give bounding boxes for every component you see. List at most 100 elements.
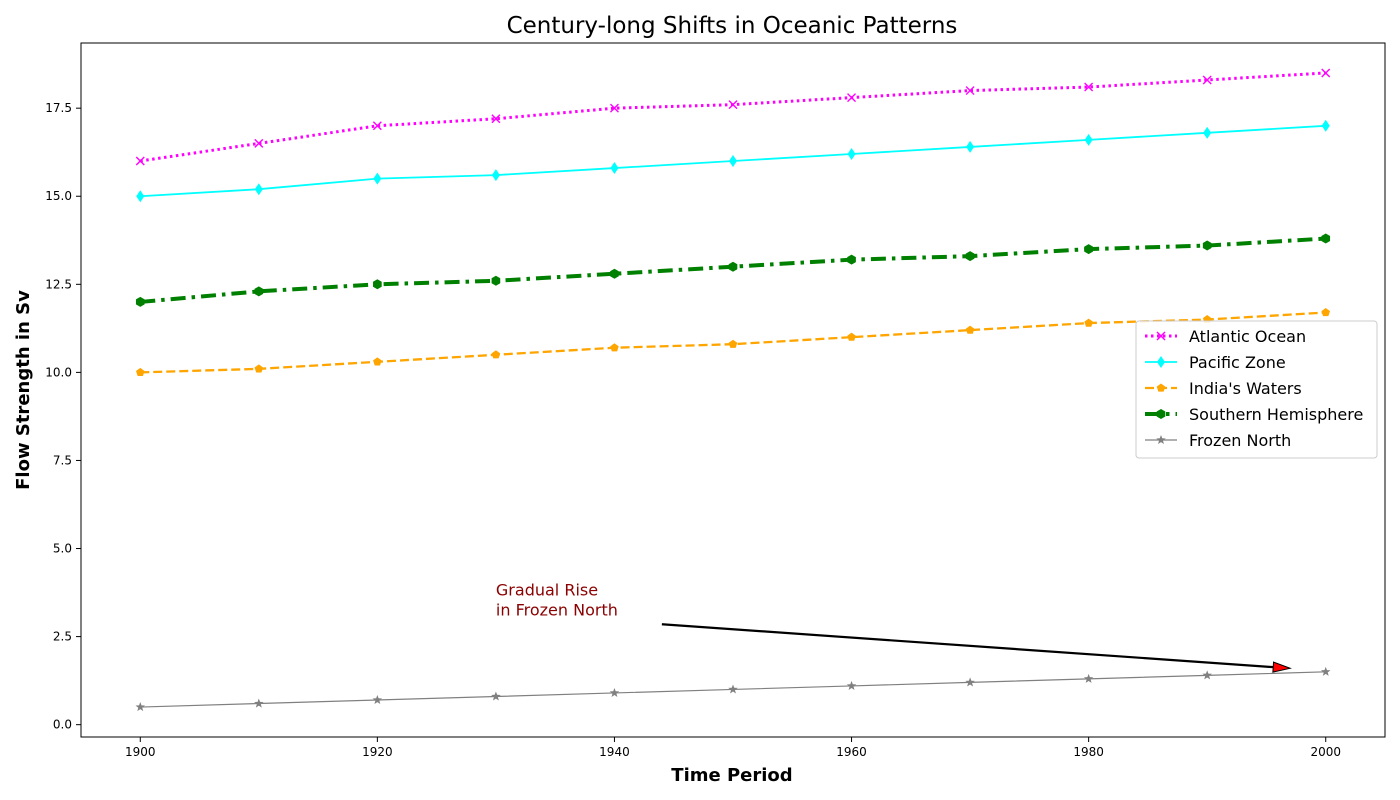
y-tick-label: 7.5 — [53, 453, 72, 467]
legend-label: Southern Hemisphere — [1189, 405, 1363, 424]
data-point — [847, 147, 856, 160]
annotation-line-2: in Frozen North — [496, 600, 618, 619]
legend: Atlantic Ocean Pacific Zone India's Waters… — [1135, 320, 1378, 459]
legend-item: Southern Hemisphere — [1145, 405, 1363, 424]
data-point — [136, 190, 145, 203]
legend-label: Frozen North — [1189, 431, 1291, 450]
annotation-arrow-head — [1272, 661, 1292, 673]
legend-label: Atlantic Ocean — [1189, 327, 1306, 346]
data-point — [1320, 666, 1331, 676]
data-point — [1321, 68, 1331, 78]
data-point — [728, 100, 738, 110]
data-point — [847, 332, 856, 341]
legend-label: Pacific Zone — [1189, 353, 1286, 372]
legend-marker — [1156, 331, 1166, 341]
data-point — [1203, 126, 1212, 139]
legend-marker — [1156, 435, 1166, 445]
y-tick-label: 0.0 — [53, 718, 72, 732]
y-tick-label: 5.0 — [53, 542, 72, 556]
data-point — [610, 268, 619, 279]
data-point — [254, 698, 264, 708]
x-tick-label: 1920 — [362, 745, 393, 759]
data-point — [609, 687, 620, 698]
data-point — [372, 695, 383, 705]
legend-marker — [1156, 383, 1166, 392]
annotation: Gradual Rise in Frozen North — [496, 580, 1292, 673]
data-point — [135, 156, 145, 166]
series-frozen-north — [135, 666, 1331, 712]
data-point — [728, 339, 738, 348]
series-layer — [135, 68, 1331, 712]
data-point — [254, 364, 264, 373]
x-tick-label: 1900 — [125, 745, 156, 759]
x-axis-title: Time Period — [671, 765, 792, 786]
data-point — [1202, 240, 1212, 251]
annotation-text: Gradual Rise in Frozen North — [496, 580, 618, 619]
data-point — [373, 172, 382, 185]
data-point — [610, 162, 619, 175]
data-point — [1202, 75, 1212, 85]
data-point — [135, 296, 145, 307]
data-point — [491, 691, 501, 701]
data-point — [965, 677, 975, 687]
legend-box — [1135, 320, 1378, 459]
data-point — [965, 86, 975, 96]
data-point — [1084, 133, 1093, 146]
data-point — [373, 357, 382, 366]
data-point — [1084, 82, 1094, 92]
data-point — [609, 103, 619, 113]
x-tick-label: 1960 — [836, 745, 867, 759]
y-tick-label: 15.0 — [45, 189, 72, 203]
data-point — [1321, 119, 1330, 132]
y-tick-label: 12.5 — [45, 277, 72, 291]
data-point — [847, 254, 856, 265]
annotation-line-1: Gradual Rise — [496, 580, 598, 599]
data-point — [1321, 233, 1331, 244]
data-point — [135, 702, 146, 712]
plot-frame — [80, 42, 1386, 738]
data-point — [847, 93, 857, 103]
data-point — [1084, 244, 1093, 255]
data-point — [846, 680, 857, 690]
data-point — [491, 114, 501, 124]
y-axis-title: Flow Strength in Sv — [13, 290, 34, 490]
data-point — [254, 138, 264, 148]
x-tick-label: 2000 — [1310, 745, 1341, 759]
data-point — [728, 261, 738, 272]
data-point — [965, 325, 975, 334]
legend-marker — [1157, 356, 1165, 368]
legend-item: Pacific Zone — [1145, 353, 1286, 372]
data-point — [372, 121, 382, 131]
data-point — [135, 367, 145, 377]
axis-ticks: 1900 1920 1940 1960 1980 2000 0.0 2.5 5.0 7.5 10.0… — [45, 101, 1341, 759]
data-point — [491, 350, 501, 359]
y-tick-label: 2.5 — [53, 630, 72, 644]
data-point — [610, 343, 619, 352]
legend-item: Frozen North — [1145, 431, 1291, 450]
data-point — [1083, 673, 1094, 683]
x-tick-label: 1980 — [1073, 745, 1104, 759]
legend-item: Atlantic Ocean — [1145, 327, 1306, 346]
series-pacific-zone — [136, 119, 1330, 203]
legend-marker — [1156, 409, 1166, 419]
data-point — [254, 286, 264, 297]
data-point — [729, 155, 737, 168]
data-point — [491, 169, 500, 182]
chart-title: Century-long Shifts in Oceanic Patterns — [507, 13, 958, 39]
data-point — [254, 183, 263, 196]
annotation-arrow-shaft — [661, 623, 1274, 669]
data-point — [1202, 670, 1212, 680]
y-tick-label: 17.5 — [45, 101, 72, 115]
series-southern-hemisphere — [135, 233, 1331, 307]
data-point — [1084, 318, 1093, 327]
data-point — [966, 140, 975, 153]
data-point — [728, 684, 738, 694]
series-atlantic-ocean — [135, 68, 1331, 166]
y-tick-label: 10.0 — [45, 365, 72, 379]
series-india-s-waters — [135, 308, 1331, 377]
data-point — [373, 279, 382, 290]
data-point — [965, 251, 975, 262]
data-point — [491, 275, 501, 286]
